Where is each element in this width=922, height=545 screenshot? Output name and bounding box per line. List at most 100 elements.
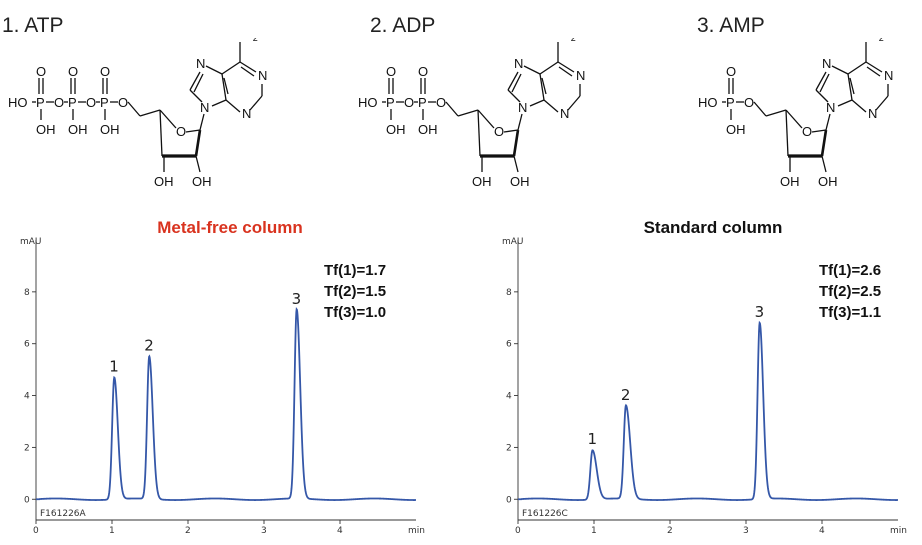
bond [205, 65, 223, 75]
bond [193, 73, 204, 93]
tf-label: Tf(2)=2.5 [819, 283, 882, 300]
peak-label: 1 [587, 430, 597, 448]
bond [511, 73, 522, 93]
subscript: 2 [571, 38, 576, 43]
atp-structure: HOPOOHOPOOHOPOOHOOOHOHNNNNNH2 [8, 38, 267, 189]
atom-label: OH [192, 174, 212, 189]
bond [825, 113, 831, 131]
subscript: 2 [879, 38, 884, 43]
atom-label: OH [386, 122, 406, 137]
y-tick-label: 8 [506, 288, 512, 298]
atom-label: N [822, 56, 831, 71]
bond [199, 113, 205, 131]
bond [240, 66, 255, 77]
atom-label: N [518, 100, 527, 115]
x-tick-label: 1 [591, 526, 597, 536]
tf-label: Tf(3)=1.0 [324, 304, 387, 321]
bond [477, 109, 481, 157]
bond [865, 61, 883, 73]
atom-label: N [884, 68, 893, 83]
atom-label: N [196, 56, 205, 71]
bond [523, 65, 541, 75]
x-tick-label: 2 [667, 526, 673, 536]
atom-label: N [514, 56, 523, 71]
atom-label: OH [36, 122, 56, 137]
x-tick-label: 4 [337, 526, 343, 536]
y-tick-label: 4 [506, 392, 512, 402]
y-tick-label: 2 [506, 443, 512, 453]
bond [189, 89, 203, 103]
atom-label: OH [68, 122, 88, 137]
bond [189, 71, 201, 91]
atom-label: O [436, 95, 446, 110]
bond [753, 101, 767, 117]
bond [785, 109, 803, 129]
bond [185, 129, 201, 133]
chromatogram-trace [36, 306, 416, 501]
bond [785, 109, 789, 157]
peak-label: 3 [292, 290, 302, 308]
atom-label: HO [8, 95, 28, 110]
atom-label: N [242, 106, 251, 121]
bond [815, 89, 829, 103]
bond [820, 129, 828, 157]
atom-label: P [418, 95, 427, 110]
bond [221, 73, 227, 101]
sample-id: F161226A [40, 509, 87, 519]
bond [567, 95, 581, 111]
peak-label: 2 [144, 337, 154, 355]
amp-label: 3. AMP [697, 14, 765, 37]
atom-label: O [418, 64, 428, 79]
bond [529, 99, 545, 107]
bond [221, 61, 241, 75]
atom-label: N [826, 100, 835, 115]
atom-label: P [726, 95, 735, 110]
atom-label: O [86, 95, 96, 110]
bond [507, 71, 519, 91]
bond [811, 129, 827, 133]
standard-chromatogram: mAU min 0 2 4 6 8 0 1 2 3 4 F161226C 1 2 3 [502, 237, 907, 536]
atom-label: O [802, 124, 812, 139]
x-axis-label: min [408, 526, 425, 536]
atom-label: OH [510, 174, 530, 189]
bond [557, 61, 575, 73]
atom-label: O [100, 64, 110, 79]
atom-label: P [386, 95, 395, 110]
y-tick-label: 6 [24, 340, 30, 350]
atom-label: OH [780, 174, 800, 189]
atom-label: P [68, 95, 77, 110]
bond [513, 155, 519, 173]
bond [239, 61, 257, 73]
tf-label: Tf(1)=2.6 [819, 262, 882, 279]
x-tick-label: 4 [819, 526, 825, 536]
bond [507, 89, 521, 103]
x-axis-label: min [890, 526, 907, 536]
bond [457, 109, 479, 117]
bond [159, 109, 163, 157]
atom-label: N [258, 68, 267, 83]
nh2-label: NH2 [234, 38, 258, 43]
bond [815, 71, 827, 91]
atom-label: HO [358, 95, 378, 110]
y-tick-label: 8 [24, 288, 30, 298]
atom-label: P [100, 95, 109, 110]
peak-label: 3 [755, 303, 765, 321]
bond [139, 109, 161, 117]
tf-label: Tf(2)=1.5 [324, 283, 387, 300]
metal-free-chromatogram: mAU min 0 2 4 6 8 0 1 2 3 4 F161226A 1 2 3 [20, 237, 425, 536]
y-axis-label: mAU [502, 237, 524, 247]
bond [821, 155, 827, 173]
bond [512, 129, 520, 157]
bond [837, 99, 853, 107]
bond [477, 109, 495, 129]
metal-free-chart-title: Metal-free column [157, 218, 303, 237]
bond [831, 65, 849, 75]
peak-label: 1 [109, 357, 119, 375]
y-tick-label: 4 [24, 392, 30, 402]
atom-label: O [744, 95, 754, 110]
atom-label: N [576, 68, 585, 83]
atom-label: OH [726, 122, 746, 137]
atp-label: 1. ATP [2, 14, 64, 37]
y-tick-label: 2 [24, 443, 30, 453]
y-axis-label: mAU [20, 237, 42, 247]
